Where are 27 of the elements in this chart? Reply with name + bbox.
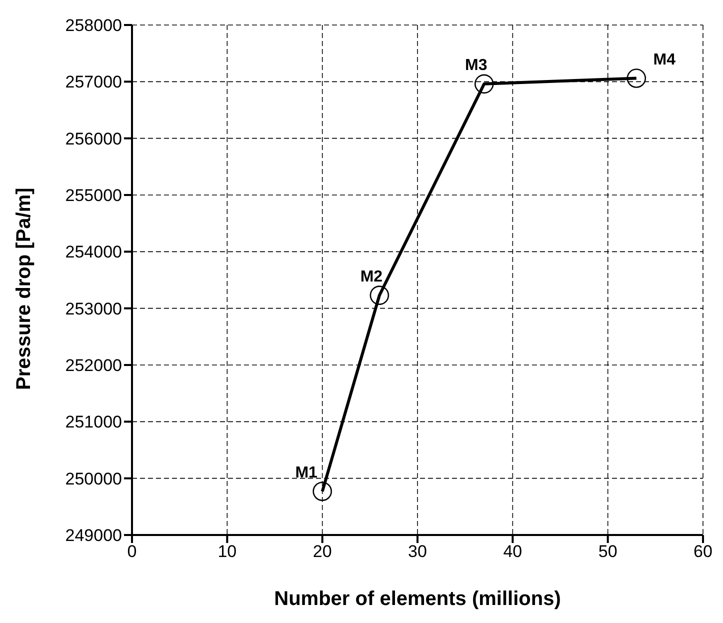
x-tick-label: 50	[598, 542, 618, 562]
y-axis-title: Pressure drop [Pa/m]	[13, 188, 36, 390]
x-axis-title: Number of elements (millions)	[274, 588, 561, 610]
point	[312, 482, 332, 502]
y-tick-label: 250000	[65, 469, 122, 488]
y-tick-label: 252000	[65, 356, 122, 376]
point	[370, 286, 390, 305]
x-tick-label: 40	[503, 542, 522, 562]
x-tick-label: 0	[127, 542, 137, 562]
y-tick-label: 256000	[65, 129, 122, 148]
x-tick-label: 60	[694, 542, 712, 562]
x-tick-label: 10	[218, 542, 237, 562]
point	[626, 68, 646, 88]
x-tick-label: 30	[408, 542, 427, 562]
y-tick-label: 253000	[65, 299, 122, 318]
y-tick-label: 254000	[65, 242, 122, 262]
annotation: M4	[653, 51, 676, 68]
x-tick-label: 20	[312, 542, 332, 562]
point	[474, 74, 494, 94]
y-tick-label: 258000	[65, 16, 122, 36]
y-tick-label: 251000	[65, 412, 122, 432]
annotation: M2	[360, 268, 383, 286]
y-tick-label: 249000	[65, 526, 122, 546]
annotation: M3	[465, 56, 488, 74]
y-tick-label: 257000	[65, 72, 122, 92]
annotation: M1	[295, 464, 318, 482]
y-tick-label: 255000	[65, 186, 122, 206]
